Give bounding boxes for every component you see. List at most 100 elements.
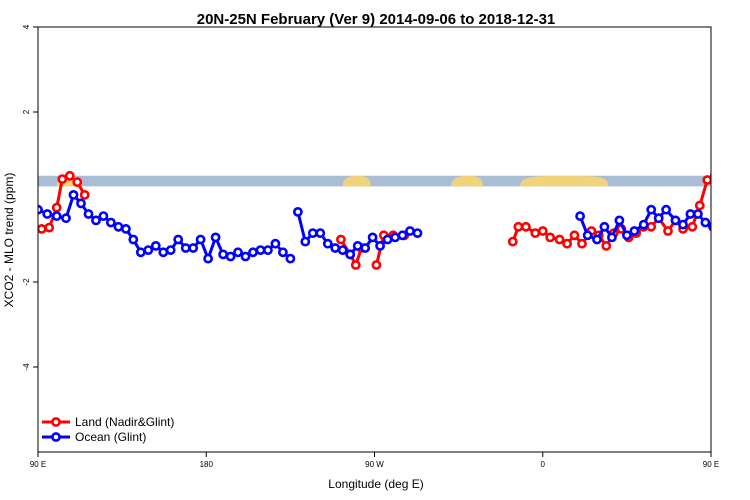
data-point <box>285 253 296 264</box>
data-point <box>554 234 565 245</box>
data-point <box>545 232 556 243</box>
data-point <box>582 230 593 241</box>
data-point <box>165 245 176 255</box>
data-point <box>188 243 199 253</box>
data-point <box>91 215 101 226</box>
ocean-band <box>38 175 711 187</box>
data-point <box>76 198 86 209</box>
data-point <box>61 213 71 224</box>
legend-label: Ocean (Glint) <box>75 430 146 444</box>
data-point <box>405 226 415 236</box>
data-point <box>577 238 587 249</box>
data-point <box>670 215 681 226</box>
data-point <box>44 222 55 233</box>
data-point <box>135 247 146 258</box>
data-point <box>98 211 109 221</box>
data-point <box>335 234 346 245</box>
y-tick-label: 4 <box>22 24 31 29</box>
data-point <box>575 211 585 221</box>
legend-marker <box>51 417 61 427</box>
data-point <box>51 211 62 221</box>
data-point <box>277 247 288 258</box>
data-point <box>622 230 632 241</box>
data-point <box>367 232 378 243</box>
data-point <box>724 191 731 198</box>
data-point <box>601 240 612 251</box>
data-point <box>521 221 531 232</box>
data-point <box>195 234 206 245</box>
data-point <box>218 249 228 260</box>
chart-title: 20N-25N February (Ver 9) 2014-09-06 to 2… <box>197 11 556 28</box>
data-point <box>180 243 191 253</box>
land-patch <box>709 179 711 187</box>
x-tick-label: 180 <box>200 460 214 469</box>
data-point <box>513 221 524 232</box>
data-point <box>225 251 236 262</box>
data-point <box>739 210 746 217</box>
data-point <box>79 189 90 200</box>
land-patch <box>520 175 609 187</box>
data-point <box>300 236 311 247</box>
data-point <box>337 245 348 255</box>
land-patch <box>342 175 371 187</box>
data-point <box>693 209 703 219</box>
land-patch <box>451 175 483 187</box>
series-1 <box>38 189 746 264</box>
data-point <box>732 200 739 207</box>
data-point <box>685 209 696 219</box>
data-point <box>270 238 281 249</box>
legend-item: Land (Nadir&Glint) <box>42 415 174 429</box>
y-tick-label: 2 <box>22 109 31 114</box>
data-point <box>702 175 711 185</box>
data-point <box>262 245 273 255</box>
y-tick-label: -2 <box>22 278 31 286</box>
data-point <box>592 234 602 245</box>
data-point <box>653 213 664 224</box>
data-point <box>203 253 213 264</box>
data-point <box>233 247 243 258</box>
data-point <box>352 240 363 251</box>
data-point <box>412 228 423 238</box>
data-point <box>507 236 518 247</box>
data-point <box>646 221 657 232</box>
y-axis: 4 2 -2 -4 <box>22 24 38 371</box>
data-point <box>128 234 139 245</box>
data-point <box>330 243 341 253</box>
data-point <box>38 224 47 234</box>
data-point <box>726 191 733 198</box>
data-point <box>240 251 251 262</box>
data-point <box>397 230 408 241</box>
data-point <box>248 247 258 258</box>
data-point <box>646 204 657 215</box>
data-point <box>599 221 610 232</box>
data-point <box>569 230 580 241</box>
series-layer <box>38 170 746 270</box>
data-point <box>68 189 79 200</box>
data-point <box>210 232 221 243</box>
data-point <box>57 174 68 184</box>
data-point <box>350 260 361 270</box>
data-point <box>708 222 711 232</box>
data-point <box>663 226 673 236</box>
data-point <box>694 200 705 211</box>
legend: Land (Nadir&Glint)Ocean (Glint) <box>42 415 174 444</box>
data-point <box>629 226 640 236</box>
data-point <box>42 209 53 219</box>
data-point <box>64 170 75 181</box>
data-point <box>607 232 617 243</box>
data-point <box>719 179 726 186</box>
data-point <box>661 204 671 215</box>
x-tick-label: 0 <box>541 460 546 469</box>
data-point <box>173 234 184 245</box>
data-point <box>375 240 385 251</box>
legend-item: Ocean (Glint) <box>42 430 146 444</box>
data-point <box>315 228 326 238</box>
y-axis-label: XCO2 - MLO trend (ppm) <box>2 173 16 308</box>
legend-marker <box>51 432 61 442</box>
data-point <box>51 202 62 213</box>
data-point <box>371 260 382 270</box>
data-point <box>150 240 161 251</box>
data-point <box>537 226 548 236</box>
data-point <box>345 249 356 260</box>
